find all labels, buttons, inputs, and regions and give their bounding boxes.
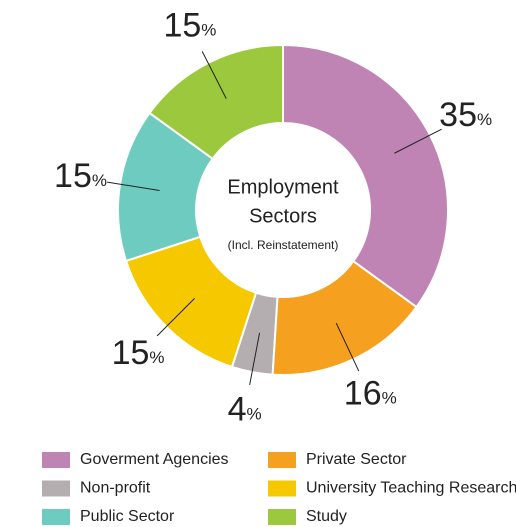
leader-line (335, 322, 360, 372)
center-title: Sectors (249, 205, 317, 227)
value-label: 4% (228, 390, 262, 428)
donut-slice (117, 111, 215, 263)
legend-swatch (268, 509, 296, 525)
legend-label: Private Sector (306, 451, 407, 468)
legend-swatch (268, 480, 296, 497)
leader-line (394, 128, 442, 154)
legend-swatch (42, 509, 70, 525)
donut-slice (230, 291, 279, 376)
value-label: 16% (344, 374, 397, 412)
leader-line (201, 51, 227, 99)
donut-hole (197, 124, 369, 296)
donut-slice (282, 43, 449, 309)
leader-line (156, 298, 195, 337)
value-label: 15% (112, 334, 165, 372)
legend-label: Public Sector (80, 508, 175, 525)
legend-swatch (42, 480, 70, 497)
legend-label: University Teaching Research (306, 480, 516, 497)
legend-label: Non-profit (80, 480, 151, 497)
leader-line (107, 181, 160, 191)
legend-label: Study (306, 508, 347, 525)
legend-swatch (42, 452, 70, 468)
value-label: 15% (163, 6, 216, 44)
legend-label: Goverment Agencies (80, 451, 229, 468)
legend-swatch (268, 452, 296, 468)
value-label: 15% (54, 157, 107, 195)
donut-slice (271, 259, 418, 376)
center-subtitle: (Incl. Reinstatement) (228, 238, 339, 252)
center-title: Employment (227, 176, 339, 198)
leader-line (249, 332, 261, 385)
value-label: 35% (439, 96, 492, 134)
